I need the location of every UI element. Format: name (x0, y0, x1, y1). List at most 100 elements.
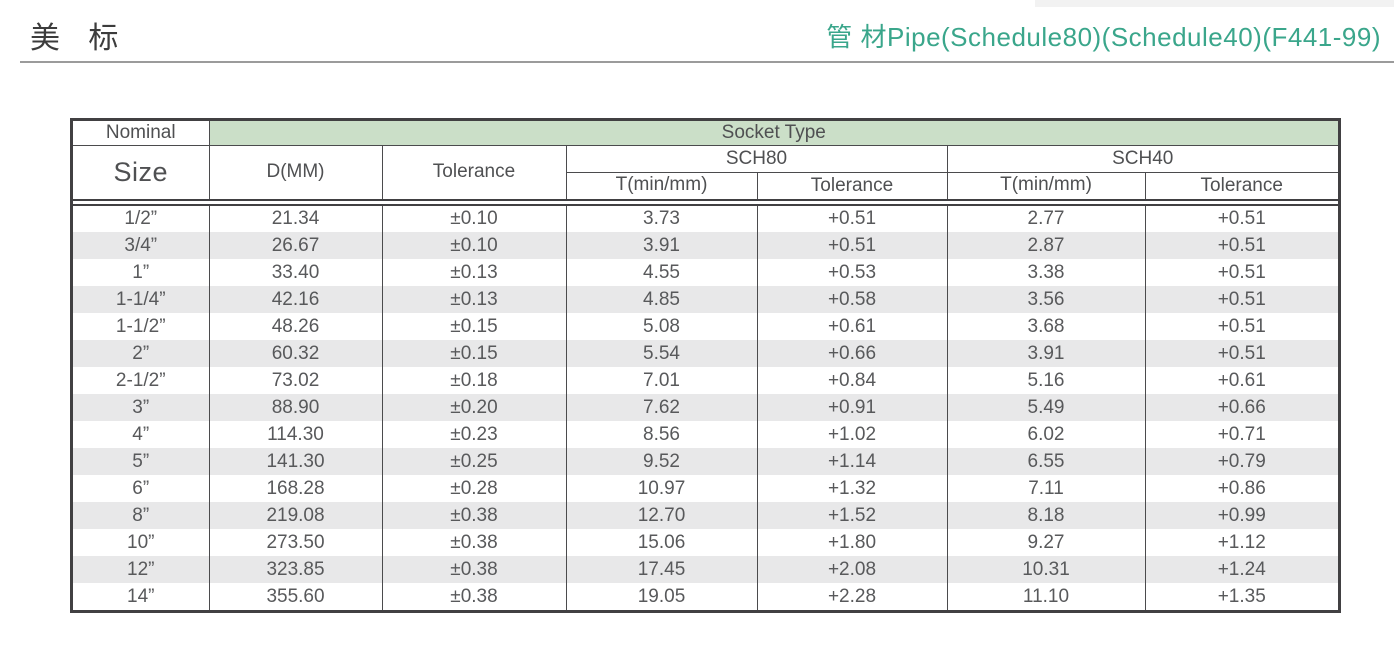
cell-sch80_t: 4.55 (566, 259, 758, 286)
header-tolerance: Tolerance (382, 145, 567, 200)
table-header: Nominal Socket Type Size D(MM) Tolerance… (73, 121, 1338, 201)
cell-sch80_tol: +1.14 (757, 448, 948, 475)
cell-sch40_tol: +0.66 (1217, 396, 1266, 418)
cell-sch40_t: 6.02 (947, 421, 1146, 448)
cell-sch80_t: 8.56 (566, 421, 758, 448)
cell-size: 4” (73, 421, 210, 448)
cell-sch80_t: 3.73 (566, 205, 758, 232)
cell-sch80_t: 15.06 (566, 529, 758, 556)
cell-tol: ±0.25 (382, 448, 567, 475)
table-body: 1/2” 21.34 ±0.10 3.73 +0.51 2.77 +0.51 3/4” 26.6… (73, 204, 1338, 610)
header-row-1: Nominal Socket Type (73, 121, 1338, 146)
header-row-3: T(min/mm) Tolerance T(min/mm) Tolerance (73, 172, 1338, 200)
cell-sch80_t: 19.05 (566, 583, 758, 610)
cell-d: 33.40 (209, 259, 383, 286)
cell-sch40_t: 8.18 (947, 502, 1146, 529)
table-row: 3/4” 26.67 ±0.10 3.91 +0.51 2.87 +0.51 (73, 232, 1338, 259)
cell-sch40_tol: +0.51 (1217, 342, 1266, 364)
cell-sch80_tol: +1.32 (757, 475, 948, 502)
cell-sch80_tol: +0.84 (757, 367, 948, 394)
cell-sch40_tol: +0.79 (1217, 450, 1266, 472)
cell-d: 219.08 (209, 502, 383, 529)
cell-sch40_tol: +0.51 (1217, 234, 1266, 256)
cell-tol: ±0.13 (382, 286, 567, 313)
cell-sch40_tol: +1.35 (1217, 585, 1266, 607)
cell-sch80_tol: +0.53 (757, 259, 948, 286)
cell-tol: ±0.18 (382, 367, 567, 394)
cell-sch40_t: 6.55 (947, 448, 1146, 475)
top-edge-bar (1035, 0, 1394, 7)
cell-sch80_tol: +1.80 (757, 529, 948, 556)
cell-sch80_t: 12.70 (566, 502, 758, 529)
cell-tol: ±0.23 (382, 421, 567, 448)
table-row: 6” 168.28 ±0.28 10.97 +1.32 7.11 +0.86 (73, 475, 1338, 502)
table-row: 3” 88.90 ±0.20 7.62 +0.91 5.49 +0.66 (73, 394, 1338, 421)
cell-size: 5” (73, 448, 210, 475)
cell-tol: ±0.13 (382, 259, 567, 286)
table-row: 8” 219.08 ±0.38 12.70 +1.52 8.18 +0.99 (73, 502, 1338, 529)
cell-d: 73.02 (209, 367, 383, 394)
cell-sch80_t: 17.45 (566, 556, 758, 583)
header-size: Size (73, 145, 210, 200)
cell-sch40_t: 5.16 (947, 367, 1146, 394)
header-sch40-tmin: T(min/mm) (947, 172, 1146, 200)
cell-sch80_t: 10.97 (566, 475, 758, 502)
cell-sch40_t: 3.38 (947, 259, 1146, 286)
cell-d: 42.16 (209, 286, 383, 313)
cell-sch80_tol: +0.61 (757, 313, 948, 340)
cell-d: 141.30 (209, 448, 383, 475)
table-row: 14” 355.60 ±0.38 19.05 +2.28 11.10 +1.35 (73, 583, 1338, 610)
cell-sch40_tol: +0.61 (1217, 369, 1266, 391)
cell-sch40_tol: +0.51 (1217, 261, 1266, 283)
cell-sch40_t: 11.10 (947, 583, 1146, 610)
cell-sch40_t: 10.31 (947, 556, 1146, 583)
table-row: 1-1/4” 42.16 ±0.13 4.85 +0.58 3.56 +0.51 (73, 286, 1338, 313)
header-row-2: Size D(MM) Tolerance SCH80 SCH40 (73, 145, 1338, 200)
cell-sch80_t: 3.91 (566, 232, 758, 259)
cell-sch80_t: 9.52 (566, 448, 758, 475)
pipe-spec-table: Nominal Socket Type Size D(MM) Tolerance… (70, 118, 1341, 613)
cell-sch80_t: 7.01 (566, 367, 758, 394)
cell-sch80_tol: +2.28 (757, 583, 948, 610)
table-row: 2” 60.32 ±0.15 5.54 +0.66 3.91 +0.51 (73, 340, 1338, 367)
cell-size: 2-1/2” (73, 367, 210, 394)
cell-size: 3” (73, 394, 210, 421)
cell-size: 1” (73, 259, 210, 286)
cell-tol: ±0.38 (382, 556, 567, 583)
cell-tol: ±0.20 (382, 394, 567, 421)
cell-tol: ±0.15 (382, 340, 567, 367)
cell-sch40_tol: +0.51 (1217, 208, 1266, 229)
cell-d: 60.32 (209, 340, 383, 367)
cell-size: 1-1/4” (73, 286, 210, 313)
table-row: 12” 323.85 ±0.38 17.45 +2.08 10.31 +1.24 (73, 556, 1338, 583)
cell-d: 114.30 (209, 421, 383, 448)
cell-sch40_t: 3.56 (947, 286, 1146, 313)
cell-sch80_tol: +0.66 (757, 340, 948, 367)
cell-sch40_t: 5.49 (947, 394, 1146, 421)
page-title: 美 标 (30, 22, 129, 55)
cell-sch40_t: 3.68 (947, 313, 1146, 340)
cell-sch40_t: 9.27 (947, 529, 1146, 556)
table-row: 1/2” 21.34 ±0.10 3.73 +0.51 2.77 +0.51 (73, 205, 1338, 232)
section-title: 管 材Pipe(Schedule80)(Schedule40)(F441-99) (826, 22, 1381, 52)
header-sch40: SCH40 (947, 145, 1338, 173)
table-row: 10” 273.50 ±0.38 15.06 +1.80 9.27 +1.12 (73, 529, 1338, 556)
cell-size: 12” (73, 556, 210, 583)
cell-tol: ±0.38 (382, 502, 567, 529)
cell-size: 10” (73, 529, 210, 556)
table-row: 1” 33.40 ±0.13 4.55 +0.53 3.38 +0.51 (73, 259, 1338, 286)
cell-tol: ±0.15 (382, 313, 567, 340)
cell-size: 6” (73, 475, 210, 502)
header-divider (20, 61, 1394, 63)
cell-sch40_tol: +0.51 (1217, 315, 1266, 337)
cell-tol: ±0.10 (382, 232, 567, 259)
cell-sch40_tol: +0.99 (1217, 504, 1266, 526)
header-nominal: Nominal (73, 121, 210, 146)
cell-sch40_t: 3.91 (947, 340, 1146, 367)
cell-tol: ±0.38 (382, 583, 567, 610)
cell-tol: ±0.38 (382, 529, 567, 556)
cell-sch80_t: 4.85 (566, 286, 758, 313)
header-d-mm: D(MM) (209, 145, 383, 200)
cell-sch40_tol: +0.71 (1217, 423, 1266, 445)
